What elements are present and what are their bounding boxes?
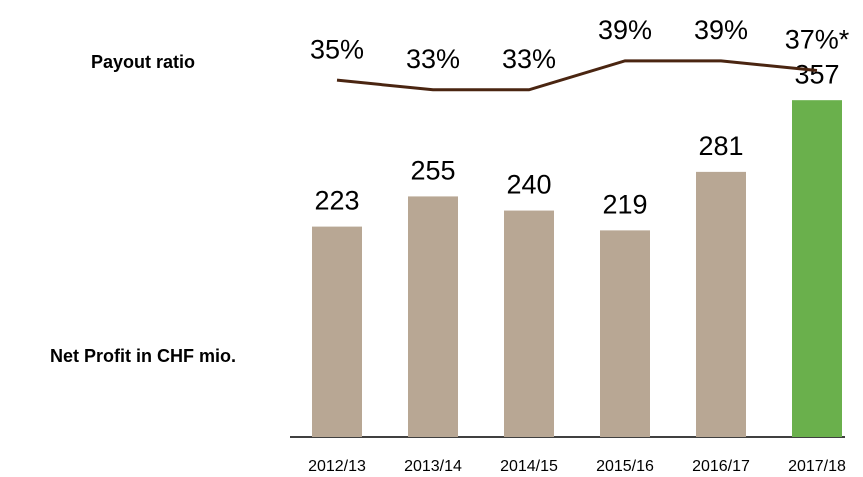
- line-value-label: 39%: [598, 15, 652, 45]
- bar: [504, 210, 554, 437]
- bar-value-label: 223: [314, 186, 359, 216]
- line-value-label: 33%: [502, 44, 556, 74]
- bar-value-label: 255: [410, 156, 455, 186]
- bar-value-label: 357: [794, 59, 839, 89]
- line-value-label: 33%: [406, 44, 460, 74]
- payout-line: [336, 59, 818, 92]
- x-tick-label: 2014/15: [500, 458, 558, 475]
- bar: [312, 226, 362, 437]
- line-value-label: 35%: [310, 34, 364, 64]
- bar: [408, 196, 458, 437]
- bar: [600, 230, 650, 437]
- x-tick-label: 2013/14: [404, 458, 462, 475]
- bar-value-label: 240: [506, 170, 551, 200]
- bar: [792, 100, 842, 438]
- line-value-label: 37%*: [785, 25, 850, 55]
- line-value-label: 39%: [694, 15, 748, 45]
- x-tick-label: 2015/16: [596, 458, 654, 475]
- line-series-label: Payout ratio: [91, 52, 195, 72]
- x-tick-label: 2016/17: [692, 458, 750, 475]
- bar-value-label: 219: [602, 190, 647, 220]
- x-tick-label: 2017/18: [788, 458, 846, 475]
- x-tick-label: 2012/13: [308, 458, 366, 475]
- bar: [696, 171, 746, 437]
- bar-series-label: Net Profit in CHF mio.: [50, 346, 236, 366]
- bar-value-label: 281: [698, 131, 743, 161]
